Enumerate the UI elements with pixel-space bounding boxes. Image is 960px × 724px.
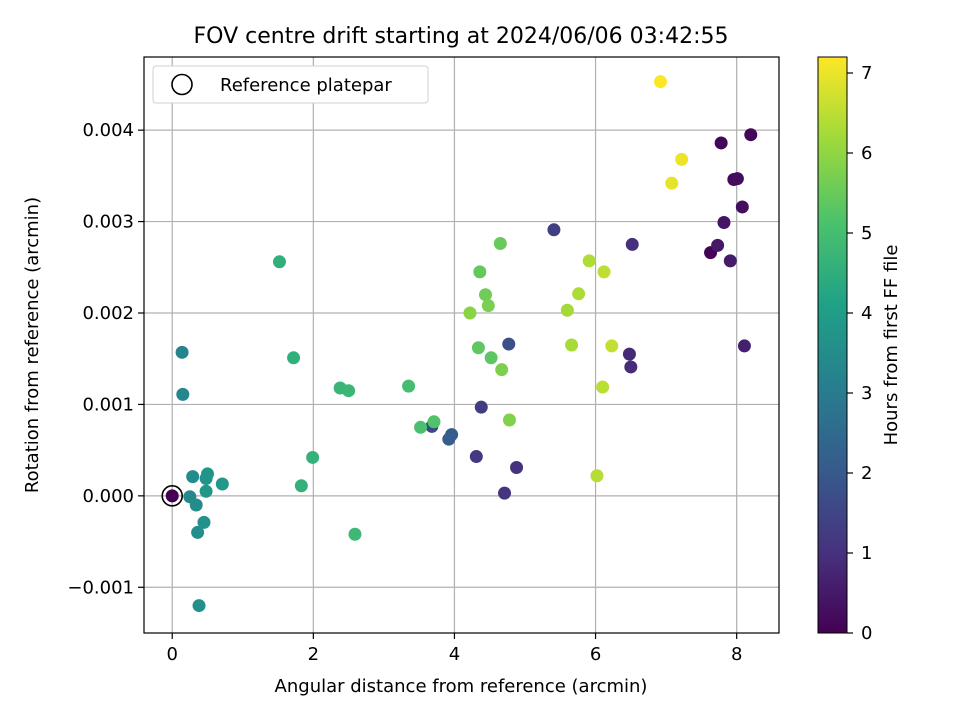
- scatter-point: [502, 337, 516, 351]
- scatter-point: [665, 176, 679, 190]
- scatter-point: [737, 339, 751, 353]
- colorbar-tick-label: 0: [861, 623, 872, 644]
- scatter-point: [189, 498, 203, 512]
- legend-label: Reference platepar: [220, 75, 392, 96]
- scatter-point: [272, 255, 286, 269]
- scatter-point: [717, 215, 731, 229]
- y-tick-label: 0.001: [82, 394, 134, 415]
- scatter-point: [675, 152, 689, 166]
- plot-frame: [143, 56, 780, 634]
- legend-reference-marker: [171, 73, 193, 96]
- scatter-point: [175, 345, 189, 359]
- scatter-point: [730, 172, 744, 186]
- scatter-point: [197, 515, 211, 529]
- scatter-point: [199, 484, 213, 498]
- y-tick-label: 0.004: [82, 120, 134, 141]
- scatter-point: [714, 136, 728, 150]
- x-tick-label: 2: [308, 644, 319, 665]
- scatter-point: [622, 347, 636, 361]
- colorbar-tick-label: 4: [861, 303, 872, 324]
- scatter-point: [502, 413, 516, 427]
- scatter-point: [590, 469, 604, 483]
- scatter-point: [469, 450, 483, 464]
- scatter-point: [582, 254, 596, 268]
- scatter-point: [653, 75, 667, 89]
- reference-platepar-marker: [161, 485, 184, 507]
- scatter-point: [306, 450, 320, 464]
- scatter-point: [201, 467, 214, 481]
- x-tick-label: 0: [166, 644, 177, 665]
- y-tick-label: 0.002: [82, 303, 134, 324]
- colorbar-label: Hours from first FF file: [881, 245, 902, 446]
- x-axis-ticks: 0 2 4 6 8: [166, 633, 742, 665]
- scatter-point: [192, 599, 206, 613]
- scatter-point: [498, 486, 512, 500]
- scatter-point: [191, 525, 205, 539]
- scatter-point: [495, 363, 509, 377]
- scatter-points: [161, 75, 758, 613]
- colorbar: 0 1 2 3 4 5 6 7 Hours from first FF file: [817, 56, 902, 644]
- scatter-point: [186, 470, 200, 484]
- scatter-point: [473, 265, 487, 279]
- scatter-point: [565, 338, 579, 352]
- colorbar-tick-label: 2: [861, 463, 872, 484]
- scatter-point: [342, 384, 356, 398]
- scatter-point: [596, 380, 610, 394]
- colorbar-tick-label: 3: [861, 383, 872, 404]
- scatter-point: [711, 238, 725, 252]
- scatter-point: [547, 223, 561, 237]
- colorbar-ticks: 0 1 2 3 4 5 6 7: [847, 63, 872, 644]
- y-axis-label: Rotation from reference (arcmin): [22, 197, 43, 493]
- scatter-point: [572, 287, 586, 301]
- scatter-point: [176, 387, 190, 401]
- scatter-point: [605, 339, 619, 353]
- scatter-point: [560, 303, 574, 317]
- scatter-point: [287, 351, 301, 365]
- y-tick-label: 0.003: [82, 212, 134, 233]
- colorbar-tick-label: 5: [861, 223, 872, 244]
- colorbar-gradient: [817, 56, 848, 634]
- scatter-point: [597, 265, 611, 279]
- scatter-point: [463, 306, 477, 320]
- colorbar-tick-label: 7: [861, 63, 872, 84]
- scatter-point: [471, 341, 485, 355]
- scatter-point: [723, 254, 737, 268]
- scatter-point: [624, 360, 638, 374]
- legend-box: [152, 65, 429, 104]
- x-axis-label: Angular distance from reference (arcmin): [275, 676, 648, 697]
- x-tick-label: 4: [449, 644, 460, 665]
- scatter-point: [442, 432, 456, 446]
- scatter-point: [493, 237, 507, 251]
- scatter-point: [744, 128, 758, 142]
- x-tick-label: 6: [590, 644, 601, 665]
- y-tick-label: −0.001: [67, 577, 134, 598]
- scatter-point: [481, 299, 495, 313]
- legend: Reference platepar: [152, 65, 429, 104]
- scatter-point: [484, 351, 498, 365]
- scatter-point: [478, 288, 492, 302]
- scatter-point: [402, 379, 416, 393]
- x-tick-label: 8: [731, 644, 742, 665]
- scatter-point: [414, 420, 428, 434]
- colorbar-tick-label: 6: [861, 143, 872, 164]
- grid-lines: [144, 57, 779, 633]
- chart-title: FOV centre drift starting at 2024/06/06 …: [194, 24, 729, 49]
- colorbar-tick-label: 1: [861, 543, 872, 564]
- scatter-point: [474, 400, 488, 414]
- scatter-point: [215, 477, 229, 491]
- scatter-point: [510, 461, 524, 475]
- scatter-point: [735, 200, 749, 214]
- y-tick-label: 0.000: [82, 486, 134, 507]
- scatter-point: [348, 527, 362, 541]
- scatter-point: [294, 479, 308, 493]
- y-axis-ticks: −0.001 0.000 0.001 0.002 0.003 0.004: [67, 120, 144, 598]
- scatter-point: [165, 489, 179, 503]
- scatter-point: [625, 237, 639, 251]
- scatter-point: [427, 415, 441, 429]
